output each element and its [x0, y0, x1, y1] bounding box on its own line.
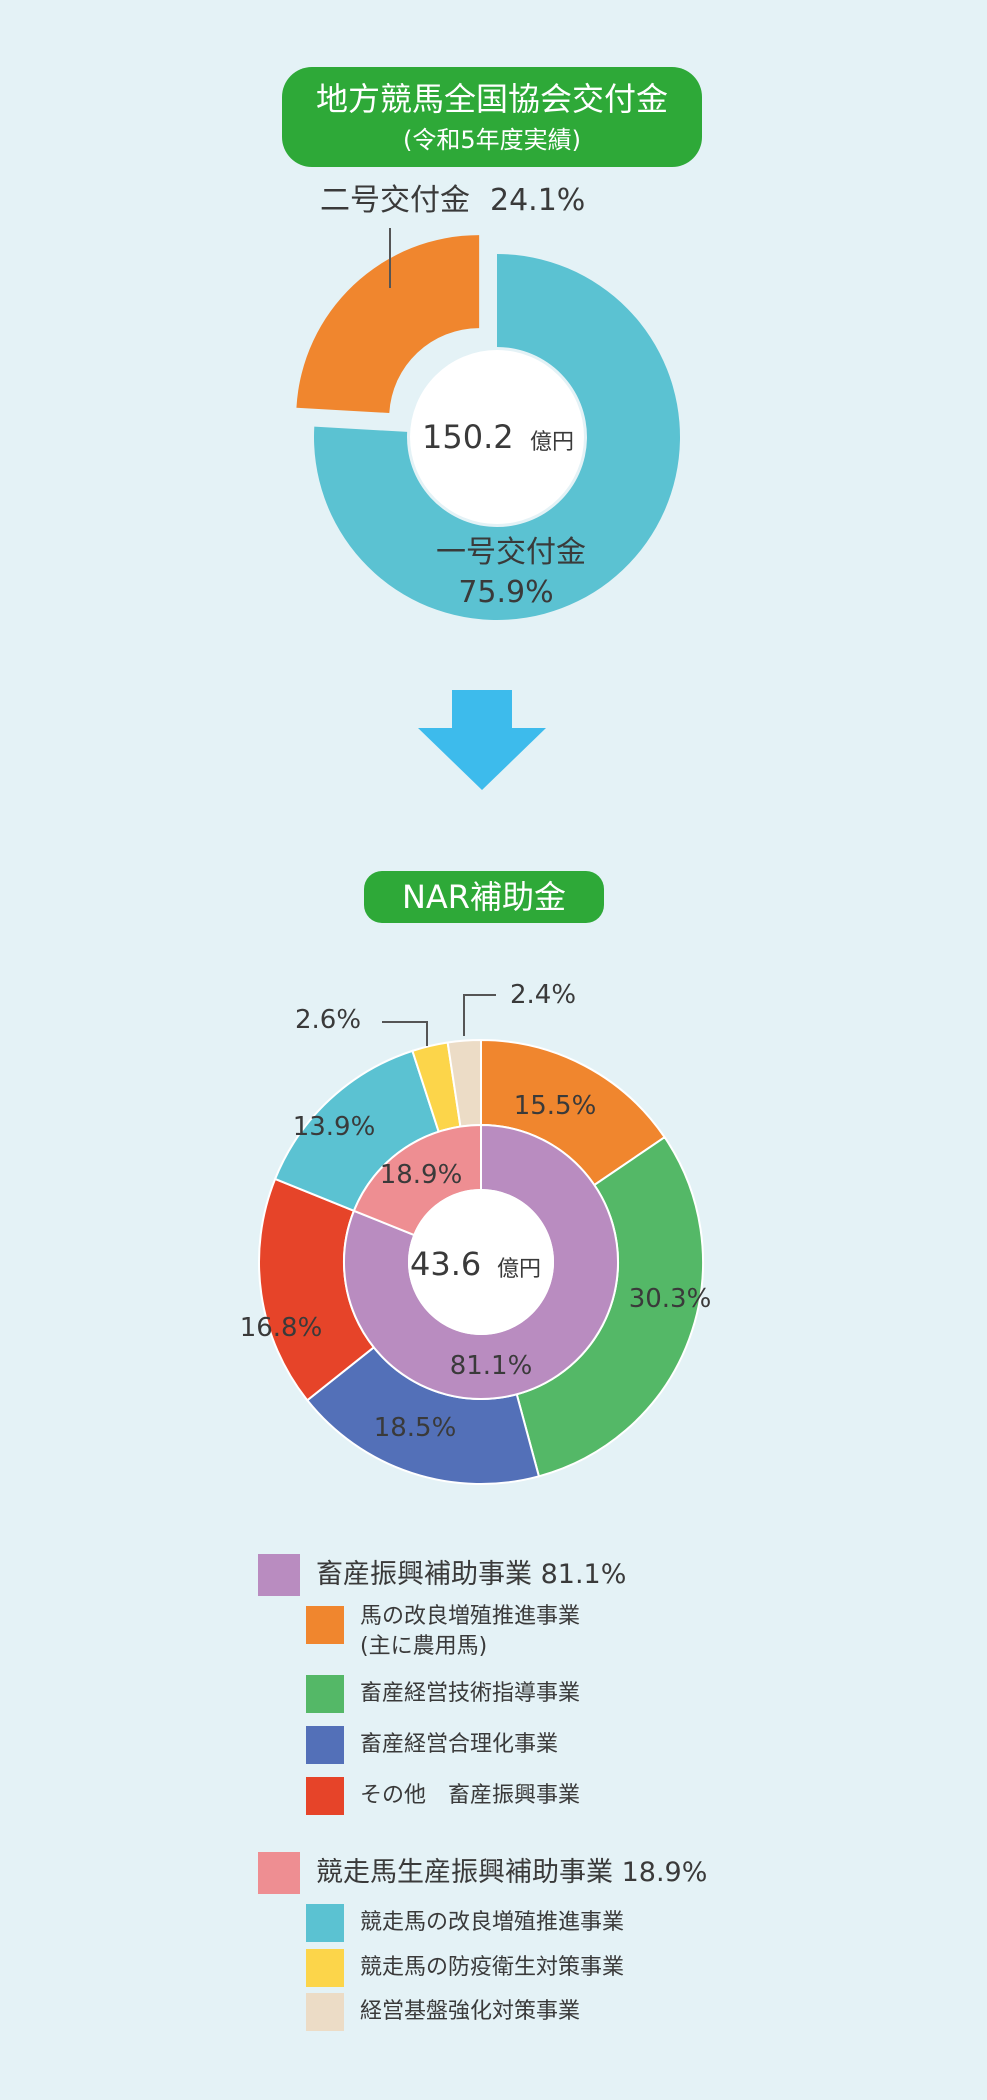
- chart1-slice-2-label: 二号交付金: [320, 183, 470, 218]
- legend-item-label: 競走馬の改良増殖推進事業: [360, 1910, 625, 1936]
- legend-swatch: [306, 1949, 344, 1987]
- chart2-leader-2-6: [382, 1021, 428, 1046]
- legend-swatch: [258, 1852, 300, 1894]
- chart1-slice-2: [296, 235, 480, 414]
- chart2-inner-1-pct: 81.1%: [450, 1351, 533, 1381]
- chart1-center-unit: 億円: [530, 430, 574, 455]
- chart2-inner-2-pct: 18.9%: [380, 1160, 463, 1190]
- legend-item-label: 競走馬の防疫衛生対策事業: [360, 1955, 625, 1981]
- chart1-donut: [296, 235, 681, 620]
- chart2-outer-3-pct: 18.5%: [374, 1413, 457, 1443]
- legend-swatch: [258, 1554, 300, 1596]
- chart1-slice-2-pct: 24.1%: [490, 183, 585, 218]
- legend-swatch: [306, 1606, 344, 1644]
- chart2-center-disc: [408, 1189, 554, 1335]
- chart2-outer-7-pct: 2.4%: [510, 980, 576, 1010]
- legend-swatch: [306, 1993, 344, 2031]
- chart1-slice-1: [313, 254, 681, 620]
- chart1-center-value: 150.2: [422, 418, 514, 456]
- legend-item-text: 馬の改良増殖推進事業: [360, 1604, 581, 1629]
- legend: 畜産振興補助事業 81.1% 馬の改良増殖推進事業 (主に農用馬) 畜産経営技術…: [258, 1552, 958, 2034]
- legend-item-label: その他 畜産振興事業: [360, 1783, 581, 1809]
- legend-item: 畜産経営技術指導事業: [306, 1670, 958, 1718]
- legend-item-label: 畜産経営技術指導事業: [360, 1681, 581, 1707]
- chart2-outer-5-pct: 13.9%: [293, 1112, 376, 1142]
- chart2-outer-4-pct: 16.8%: [240, 1313, 323, 1343]
- chart1-center-disc: [410, 350, 584, 524]
- legend-item: 競走馬の防疫衛生対策事業: [306, 1946, 958, 1990]
- legend-item: 経営基盤強化対策事業: [306, 1990, 958, 2034]
- chart2-center-value: 43.6: [410, 1245, 481, 1283]
- legend-item-label: 馬の改良増殖推進事業 (主に農用馬): [360, 1602, 580, 1661]
- legend-item-label: 畜産経営合理化事業: [360, 1732, 559, 1758]
- legend-item-note: (主に農用馬): [360, 1633, 488, 1659]
- legend-item: 畜産経営合理化事業: [306, 1718, 958, 1772]
- legend-item: 馬の改良増殖推進事業 (主に農用馬): [306, 1602, 958, 1670]
- legend-group-1: 畜産振興補助事業 81.1%: [258, 1552, 958, 1598]
- chart2-center-unit: 億円: [497, 1257, 541, 1282]
- legend-swatch: [306, 1726, 344, 1764]
- legend-group-title: 競走馬生産振興補助事業 18.9%: [316, 1856, 708, 1888]
- legend-swatch: [306, 1675, 344, 1713]
- chart2-outer-1-pct: 15.5%: [514, 1091, 597, 1121]
- chart2-outer-6-pct: 2.6%: [295, 1005, 361, 1035]
- down-arrow-icon: [418, 690, 546, 790]
- chart1-title-pill: [282, 67, 702, 167]
- legend-item: 競走馬の改良増殖推進事業: [306, 1900, 958, 1946]
- legend-group-title: 畜産振興補助事業 81.1%: [316, 1558, 627, 1590]
- chart2-outer-2-pct: 30.3%: [629, 1284, 712, 1314]
- chart1-subtitle: (令和5年度実績): [403, 126, 581, 154]
- chart2-leader-2-4: [463, 994, 496, 1036]
- chart2-donut: [258, 1038, 704, 1485]
- chart2-title: NAR補助金: [402, 878, 566, 916]
- chart1-slice-1-pct: 75.9%: [458, 575, 553, 610]
- legend-swatch: [306, 1777, 344, 1815]
- chart1-title: 地方競馬全国協会交付金: [316, 80, 668, 118]
- legend-swatch: [306, 1904, 344, 1942]
- chart2-title-pill: [364, 871, 604, 923]
- legend-item: その他 畜産振興事業: [306, 1772, 958, 1820]
- legend-group-2: 競走馬生産振興補助事業 18.9%: [258, 1850, 958, 1896]
- legend-item-label: 経営基盤強化対策事業: [360, 1999, 581, 2025]
- chart1-slice-1-label: 一号交付金: [436, 535, 586, 570]
